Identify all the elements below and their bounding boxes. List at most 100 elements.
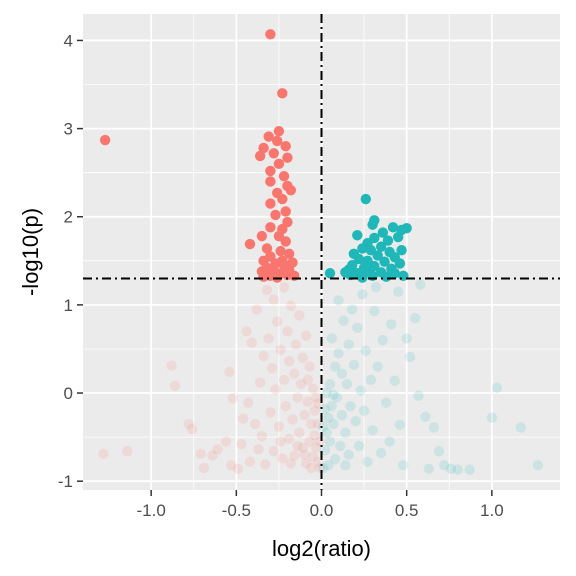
point-nonsignificant-positive <box>333 348 344 359</box>
point-significant-positive <box>340 267 351 278</box>
point-nonsignificant-negative <box>232 463 244 475</box>
point-nonsignificant-positive <box>375 447 387 459</box>
y-tick-label: 3 <box>64 120 73 139</box>
point-nonsignificant-negative <box>246 337 257 348</box>
point-significant-negative <box>270 209 281 221</box>
point-nonsignificant-positive <box>346 304 358 315</box>
point-significant-negative <box>265 176 276 187</box>
point-significant-positive <box>324 267 336 279</box>
point-nonsignificant-negative <box>266 363 278 374</box>
point-nonsignificant-negative <box>292 440 303 452</box>
point-significant-positive <box>375 241 387 252</box>
point-nonsignificant-negative <box>278 282 290 293</box>
point-nonsignificant-negative <box>299 449 310 460</box>
point-significant-positive <box>392 231 404 243</box>
point-nonsignificant-positive <box>357 289 368 300</box>
point-nonsignificant-positive <box>367 424 378 436</box>
point-nonsignificant-positive <box>415 279 426 290</box>
point-significant-positive <box>394 258 406 269</box>
point-significant-positive <box>360 193 371 205</box>
point-nonsignificant-positive <box>389 375 400 386</box>
point-nonsignificant-positive <box>377 334 389 346</box>
point-nonsignificant-negative <box>299 409 310 421</box>
point-significant-negative <box>277 255 288 267</box>
point-nonsignificant-positive <box>433 446 445 457</box>
point-nonsignificant-negative <box>285 300 297 311</box>
y-tick-label: 1 <box>64 296 73 315</box>
point-significant-positive <box>382 235 394 246</box>
point-nonsignificant-negative <box>207 450 218 461</box>
point-nonsignificant-negative <box>272 316 283 327</box>
point-nonsignificant-negative <box>307 383 319 394</box>
point-significant-negative <box>280 206 291 217</box>
point-nonsignificant-positive <box>318 462 329 474</box>
y-tick-label: 0 <box>64 384 73 403</box>
significant-points <box>99 29 412 283</box>
point-significant-positive <box>379 256 390 267</box>
point-nonsignificant-negative <box>256 431 268 442</box>
point-nonsignificant-negative <box>265 407 276 418</box>
point-nonsignificant-negative <box>307 451 319 462</box>
point-nonsignificant-negative <box>236 438 247 450</box>
point-nonsignificant-negative <box>302 374 314 386</box>
point-nonsignificant-positive <box>464 464 475 475</box>
point-nonsignificant-negative <box>304 361 315 372</box>
point-nonsignificant-positive <box>532 460 544 471</box>
point-nonsignificant-negative <box>275 436 286 447</box>
point-nonsignificant-negative <box>314 436 325 447</box>
point-significant-negative <box>280 236 291 247</box>
point-nonsignificant-negative <box>300 330 312 341</box>
point-nonsignificant-positive <box>350 416 361 427</box>
point-nonsignificant-negative <box>283 356 295 367</box>
point-nonsignificant-positive <box>404 351 416 363</box>
point-nonsignificant-positive <box>341 379 353 390</box>
x-tick-label: -1.0 <box>136 501 165 520</box>
point-significant-negative <box>265 222 276 233</box>
point-nonsignificant-positive <box>365 374 377 386</box>
point-nonsignificant-positive <box>401 333 412 344</box>
point-nonsignificant-negative <box>294 310 305 321</box>
point-nonsignificant-positive <box>340 460 351 471</box>
point-nonsignificant-negative <box>278 374 290 386</box>
point-nonsignificant-positive <box>355 385 366 396</box>
point-nonsignificant-positive <box>420 411 431 423</box>
point-nonsignificant-positive <box>438 460 450 471</box>
point-nonsignificant-positive <box>318 421 329 432</box>
x-axis-title: log2(ratio) <box>272 536 371 561</box>
point-nonsignificant-negative <box>260 459 271 470</box>
point-nonsignificant-positive <box>370 282 382 293</box>
point-significant-positive <box>372 250 383 261</box>
point-significant-positive <box>353 253 365 265</box>
point-significant-positive <box>396 245 407 256</box>
point-nonsignificant-negative <box>268 446 279 457</box>
point-nonsignificant-negative <box>263 333 274 344</box>
point-nonsignificant-positive <box>345 401 356 412</box>
point-nonsignificant-negative <box>309 430 320 441</box>
point-nonsignificant-negative <box>98 448 109 460</box>
point-nonsignificant-negative <box>241 326 252 337</box>
point-significant-negative <box>283 264 295 275</box>
point-significant-negative <box>244 238 256 250</box>
point-nonsignificant-positive <box>409 312 421 324</box>
x-axis-ticks: -1.0 -0.5 0.0 0.5 1.0 <box>136 490 504 520</box>
x-tick-label: 1.0 <box>480 501 504 520</box>
point-significant-negative <box>254 150 266 162</box>
point-nonsignificant-positive <box>386 319 397 330</box>
point-nonsignificant-negative <box>186 423 198 435</box>
point-significant-positive <box>352 230 363 241</box>
point-significant-negative <box>277 193 288 205</box>
point-nonsignificant-negative <box>287 414 298 425</box>
point-nonsignificant-positive <box>321 387 332 399</box>
point-nonsignificant-positive <box>353 440 365 452</box>
point-significant-negative <box>258 142 269 154</box>
point-nonsignificant-positive <box>358 405 370 416</box>
point-nonsignificant-negative <box>273 421 285 432</box>
point-nonsignificant-positive <box>329 361 341 372</box>
point-nonsignificant-negative <box>270 384 281 395</box>
point-nonsignificant-positive <box>331 392 343 403</box>
point-nonsignificant-negative <box>261 284 273 296</box>
point-nonsignificant-positive <box>428 422 440 433</box>
point-nonsignificant-positive <box>336 368 348 379</box>
point-significant-negative <box>277 88 288 99</box>
